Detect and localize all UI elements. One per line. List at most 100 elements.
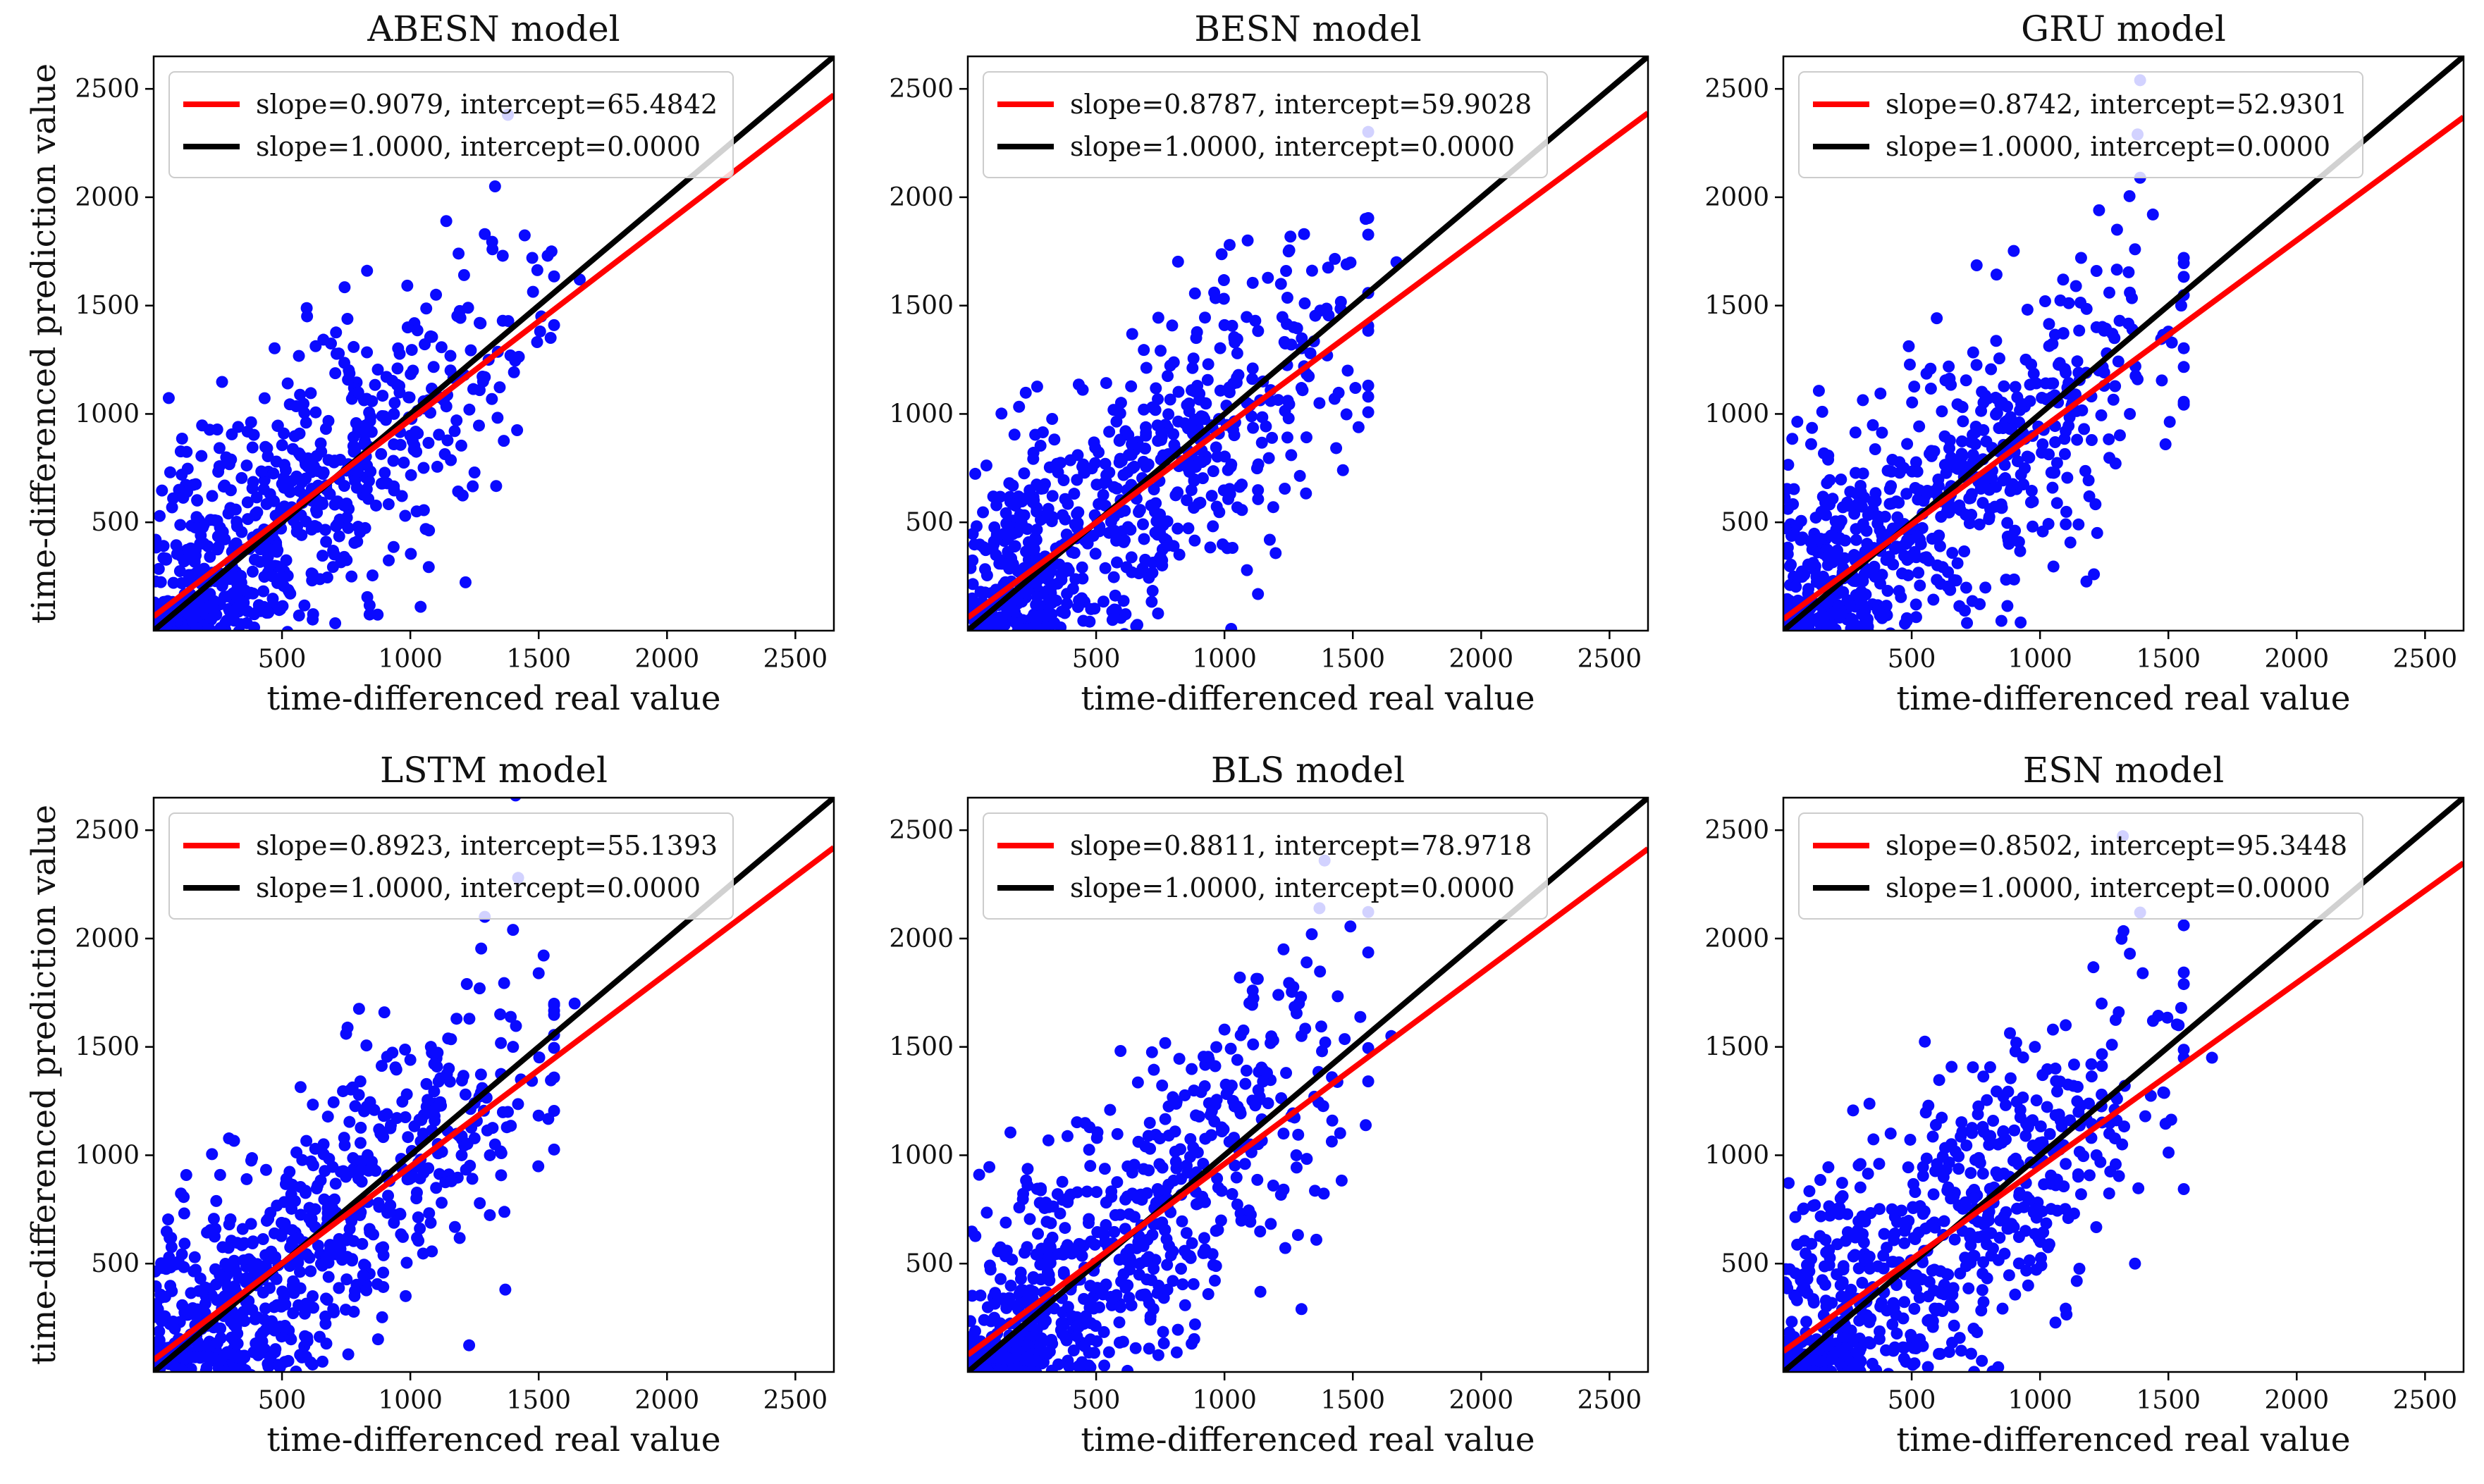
scatter-point	[1114, 1044, 1127, 1057]
scatter-point	[1181, 422, 1194, 435]
scatter-point	[177, 491, 190, 504]
scatter-point	[1160, 1232, 1173, 1245]
scatter-point	[1360, 1119, 1372, 1132]
scatter-point	[432, 1075, 445, 1088]
scatter-point	[1859, 588, 1872, 601]
scatter-point	[1139, 443, 1152, 455]
scatter-point	[384, 1119, 397, 1132]
scatter-point	[165, 1241, 178, 1254]
scatter-point	[2146, 1015, 2159, 1027]
scatter-point	[2096, 1048, 2108, 1061]
scatter-point	[422, 561, 435, 574]
scatter-point	[1850, 589, 1862, 602]
scatter-point	[1783, 459, 1795, 471]
scatter-point	[2070, 280, 2082, 292]
scatter-point	[2008, 1124, 2021, 1137]
scatter-point	[1107, 571, 1120, 583]
scatter-point	[1221, 542, 1234, 555]
scatter-point	[345, 570, 358, 583]
scatter-point	[978, 1313, 990, 1326]
scatter-point	[2071, 433, 2084, 446]
scatter-point	[327, 545, 340, 557]
scatter-point	[1359, 213, 1372, 225]
x-tick-label: 2500	[2393, 1386, 2458, 1415]
scatter-point	[1123, 1208, 1136, 1220]
scatter-point	[2041, 1101, 2053, 1113]
scatter-point	[2060, 425, 2072, 438]
scatter-point	[465, 344, 477, 357]
scatter-point	[1004, 1126, 1016, 1139]
scatter-point	[1280, 1067, 1293, 1080]
scatter-point	[339, 1304, 352, 1316]
scatter-point	[1018, 509, 1031, 521]
chart-panel: 500 1000 1500 2000 25005001000150020002500BL…	[889, 750, 1649, 1459]
scatter-point	[277, 1286, 290, 1299]
scatter-point	[1114, 1301, 1127, 1313]
plot-area	[1783, 56, 2464, 631]
scatter-point	[1059, 1331, 1071, 1344]
scatter-point	[1202, 358, 1215, 371]
scatter-point	[307, 1358, 319, 1371]
scatter-point	[448, 1220, 461, 1233]
scatter-point	[417, 1247, 429, 1260]
scatter-point	[968, 538, 980, 551]
scatter-point	[305, 387, 317, 400]
scatter-point	[226, 1315, 238, 1328]
scatter-point	[2034, 1235, 2047, 1248]
scatter-point	[185, 569, 198, 581]
scatter-point	[219, 1290, 231, 1303]
scatter-point	[1943, 360, 1955, 373]
scatter-point	[1164, 359, 1176, 372]
scatter-point	[1913, 484, 1926, 497]
scatter-point	[268, 1227, 281, 1239]
scatter-point	[1924, 383, 1937, 395]
scatter-point	[548, 997, 560, 1010]
scatter-point	[968, 1315, 977, 1328]
scatter-point	[1995, 614, 2008, 627]
scatter-point	[1783, 1177, 1795, 1189]
scatter-point	[2072, 518, 2085, 531]
scatter-point	[1238, 1158, 1251, 1170]
scatter-point	[472, 419, 485, 432]
scatter-point	[1119, 608, 1132, 621]
scatter-point	[360, 392, 373, 405]
scatter-point	[316, 467, 329, 480]
scatter-point	[1929, 1221, 1941, 1234]
scatter-point	[176, 432, 188, 445]
scatter-point	[1055, 568, 1067, 581]
scatter-point	[1279, 1242, 1291, 1254]
scatter-point	[1186, 1237, 1198, 1249]
chart-title: BLS model	[1211, 750, 1405, 791]
scatter-point	[507, 1041, 519, 1053]
legend: slope=0.9079, intercept=65.4842slope=1.0…	[168, 71, 734, 178]
x-tick-label: 1500	[1320, 645, 1385, 674]
scatter-point	[254, 1329, 267, 1342]
scatter-point	[453, 1232, 466, 1244]
scatter-point	[505, 1010, 517, 1023]
scatter-point	[340, 1170, 352, 1183]
scatter-point	[490, 480, 503, 493]
scatter-point	[1071, 1330, 1083, 1343]
scatter-point	[1108, 1225, 1121, 1238]
scatter-point	[1960, 374, 1972, 387]
scatter-point	[1129, 1342, 1142, 1354]
scatter-point	[1913, 1292, 1926, 1304]
scatter-point	[2054, 1075, 2067, 1088]
scatter-point	[431, 460, 443, 473]
scatter-point	[327, 1096, 340, 1108]
scatter-point	[2010, 1037, 2022, 1049]
scatter-point	[2054, 294, 2067, 307]
scatter-point	[1300, 431, 1312, 444]
scatter-point	[1841, 496, 1854, 509]
scatter-point	[340, 497, 353, 510]
scatter-point	[430, 288, 443, 301]
scatter-point	[1205, 1105, 1218, 1118]
scatter-point	[248, 608, 261, 621]
scatter-point	[1840, 1349, 1852, 1362]
y-tick-label: 500	[1721, 508, 1769, 537]
scatter-point	[1965, 1239, 1977, 1251]
scatter-point	[1251, 972, 1264, 985]
scatter-point	[532, 1109, 545, 1122]
scatter-point	[1041, 1266, 1054, 1278]
scatter-point	[1950, 501, 1962, 514]
